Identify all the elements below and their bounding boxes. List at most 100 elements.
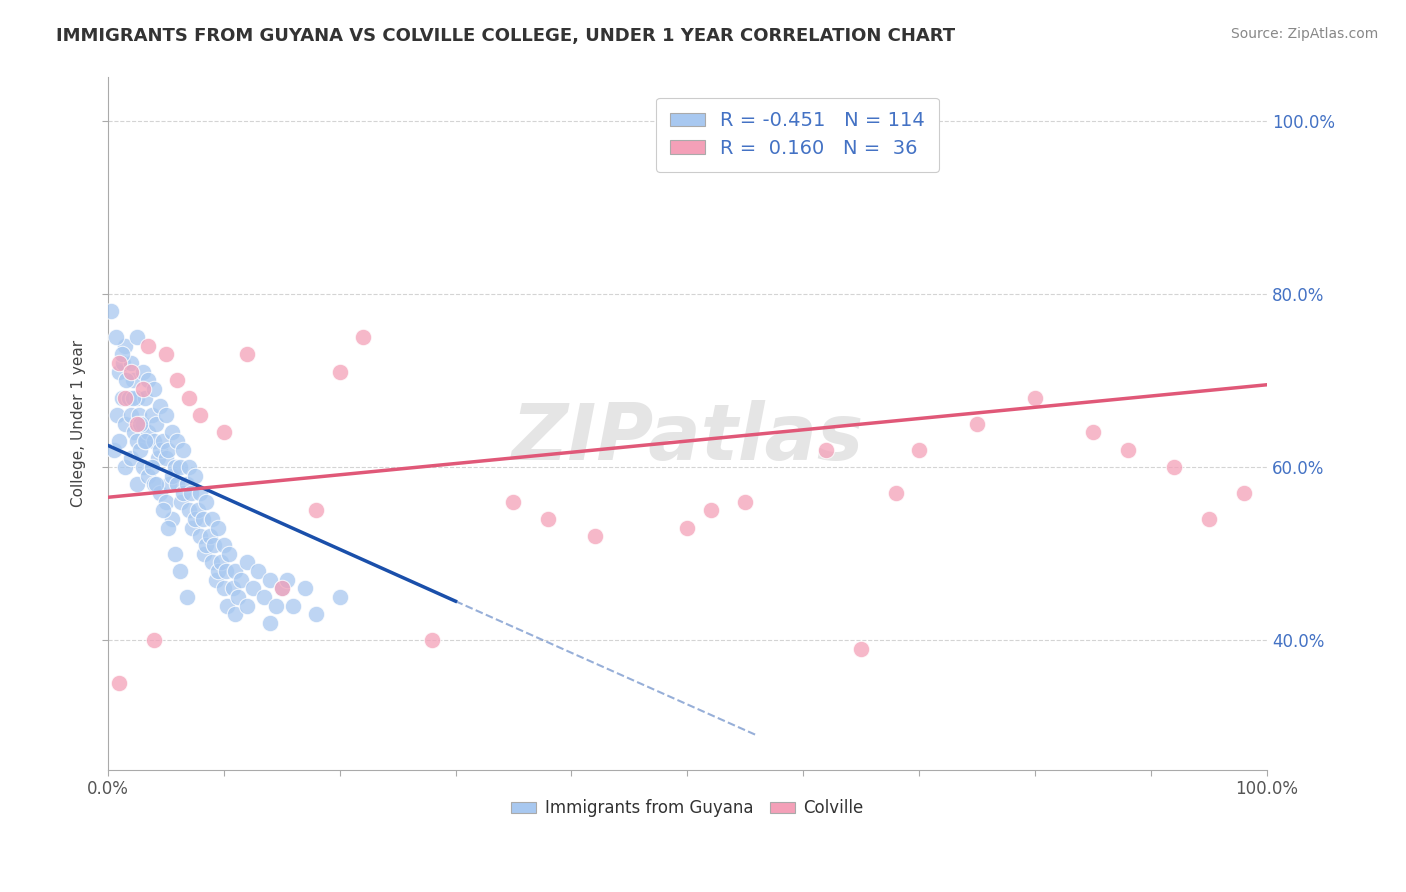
Point bbox=[155, 408, 177, 422]
Point bbox=[329, 590, 352, 604]
Point bbox=[129, 442, 152, 457]
Point bbox=[163, 460, 186, 475]
Point bbox=[183, 468, 205, 483]
Point bbox=[163, 547, 186, 561]
Point bbox=[143, 434, 166, 448]
Point bbox=[217, 599, 239, 613]
Point bbox=[143, 633, 166, 648]
Point bbox=[177, 503, 200, 517]
Point bbox=[131, 417, 153, 431]
Point bbox=[190, 408, 212, 422]
Point bbox=[172, 442, 194, 457]
Point bbox=[114, 417, 136, 431]
Point bbox=[134, 434, 156, 448]
Point bbox=[138, 425, 160, 440]
Point bbox=[1116, 442, 1139, 457]
Point bbox=[125, 330, 148, 344]
Point bbox=[157, 442, 180, 457]
Point bbox=[141, 460, 163, 475]
Point bbox=[125, 434, 148, 448]
Point bbox=[537, 512, 560, 526]
Point bbox=[229, 573, 252, 587]
Point bbox=[166, 477, 188, 491]
Point bbox=[104, 330, 127, 344]
Point bbox=[131, 365, 153, 379]
Point bbox=[134, 391, 156, 405]
Point bbox=[138, 468, 160, 483]
Point bbox=[195, 538, 218, 552]
Point bbox=[149, 486, 172, 500]
Point bbox=[201, 512, 224, 526]
Point bbox=[236, 347, 259, 361]
Point bbox=[152, 503, 174, 517]
Point bbox=[120, 451, 142, 466]
Point bbox=[247, 564, 270, 578]
Point bbox=[176, 477, 198, 491]
Point bbox=[1163, 460, 1185, 475]
Point bbox=[157, 477, 180, 491]
Point bbox=[242, 581, 264, 595]
Point bbox=[135, 434, 157, 448]
Point bbox=[114, 391, 136, 405]
Point bbox=[108, 356, 131, 370]
Point bbox=[191, 512, 214, 526]
Point bbox=[207, 564, 229, 578]
Point bbox=[138, 339, 160, 353]
Legend: Immigrants from Guyana, Colville: Immigrants from Guyana, Colville bbox=[505, 793, 870, 824]
Point bbox=[155, 347, 177, 361]
Point bbox=[176, 590, 198, 604]
Point bbox=[131, 382, 153, 396]
Point bbox=[120, 365, 142, 379]
Point bbox=[169, 460, 191, 475]
Point bbox=[170, 494, 193, 508]
Point bbox=[160, 512, 183, 526]
Point bbox=[294, 581, 316, 595]
Point bbox=[259, 615, 281, 630]
Point bbox=[120, 356, 142, 370]
Point bbox=[215, 564, 238, 578]
Point bbox=[884, 486, 907, 500]
Point bbox=[270, 581, 292, 595]
Point bbox=[212, 538, 235, 552]
Point bbox=[183, 512, 205, 526]
Point bbox=[115, 373, 138, 387]
Point bbox=[157, 520, 180, 534]
Point bbox=[177, 460, 200, 475]
Point bbox=[177, 391, 200, 405]
Point bbox=[212, 581, 235, 595]
Point bbox=[108, 365, 131, 379]
Point bbox=[259, 573, 281, 587]
Point bbox=[160, 425, 183, 440]
Point bbox=[146, 451, 169, 466]
Point bbox=[166, 434, 188, 448]
Point bbox=[181, 520, 204, 534]
Point bbox=[270, 581, 292, 595]
Point bbox=[224, 564, 246, 578]
Point bbox=[114, 460, 136, 475]
Point bbox=[815, 442, 838, 457]
Point bbox=[180, 486, 202, 500]
Point bbox=[908, 442, 931, 457]
Point bbox=[122, 373, 145, 387]
Point bbox=[143, 477, 166, 491]
Point bbox=[166, 373, 188, 387]
Point bbox=[172, 486, 194, 500]
Point bbox=[105, 408, 128, 422]
Point bbox=[155, 451, 177, 466]
Y-axis label: College, Under 1 year: College, Under 1 year bbox=[72, 340, 86, 508]
Point bbox=[160, 468, 183, 483]
Point bbox=[114, 339, 136, 353]
Point bbox=[125, 417, 148, 431]
Point bbox=[583, 529, 606, 543]
Point bbox=[100, 304, 122, 318]
Point bbox=[122, 391, 145, 405]
Point bbox=[224, 607, 246, 622]
Point bbox=[305, 607, 328, 622]
Point bbox=[111, 347, 134, 361]
Point bbox=[1081, 425, 1104, 440]
Point bbox=[124, 425, 146, 440]
Point bbox=[111, 391, 134, 405]
Point bbox=[190, 529, 212, 543]
Point bbox=[149, 442, 172, 457]
Point bbox=[202, 538, 225, 552]
